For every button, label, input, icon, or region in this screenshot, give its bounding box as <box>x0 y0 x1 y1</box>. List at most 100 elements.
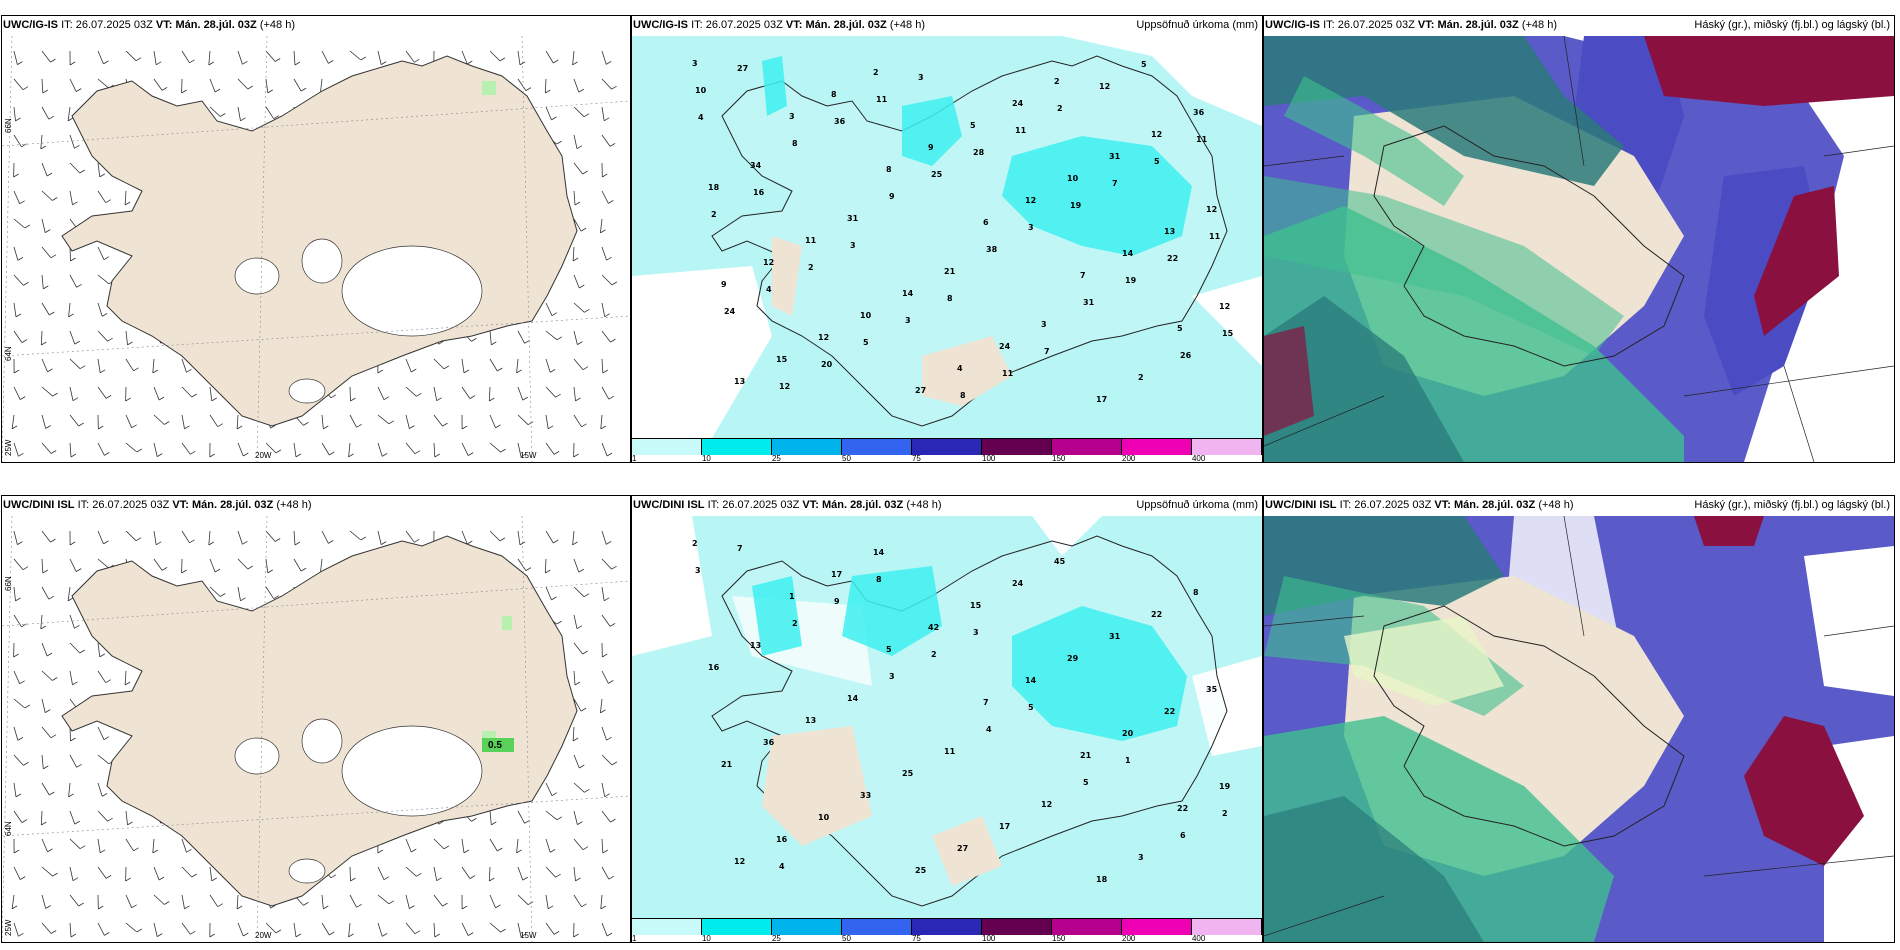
wind-barb-feather <box>574 201 581 206</box>
wind-barb-feather <box>443 365 450 370</box>
wind-barb <box>265 106 275 119</box>
precip-value: 15 <box>970 601 982 610</box>
precip-value: 25 <box>931 170 943 179</box>
wind-barb <box>405 386 417 397</box>
wind-barb-feather <box>191 873 198 878</box>
legend-level-label: 50 <box>842 454 851 463</box>
precip-value: 2 <box>1057 104 1063 113</box>
wind-barb-feather <box>13 849 20 854</box>
wind-barb-feather <box>499 537 506 542</box>
wind-barb-feather <box>152 849 159 854</box>
wind-barb-feather <box>275 449 282 454</box>
wind-map <box>2 36 630 462</box>
wind-barb-feather <box>551 312 558 317</box>
wind-barb-feather <box>13 173 19 178</box>
wind-barb-feather <box>409 905 415 909</box>
wind-barb-feather <box>608 680 614 684</box>
wind-barb <box>153 894 165 905</box>
wind-barb <box>573 218 582 232</box>
wind-barb-feather <box>79 845 86 850</box>
wind-barb <box>293 922 297 937</box>
precip-value: 3 <box>1041 320 1047 329</box>
wind-barb <box>13 218 26 229</box>
precip-value: 11 <box>1209 232 1221 241</box>
precip-value: 5 <box>1154 157 1160 166</box>
wind-barb-feather <box>70 257 76 262</box>
wind-barb <box>41 754 44 769</box>
wind-barb-feather <box>603 597 610 602</box>
precip-value: 22 <box>1164 707 1175 716</box>
wind-barb-feather <box>133 847 139 852</box>
precip-value: 11 <box>805 236 817 245</box>
wind-barb-feather <box>105 875 112 879</box>
wind-barb-feather <box>547 905 554 910</box>
wind-barb <box>97 782 103 797</box>
wind-barb-feather <box>152 369 159 374</box>
wind-barb-feather <box>22 566 29 571</box>
wind-barb <box>13 586 16 601</box>
wind-barb <box>517 442 522 457</box>
wind-barb <box>13 782 17 797</box>
wind-barb <box>41 726 52 739</box>
precip-value: 2 <box>1054 77 1060 86</box>
wind-barb-feather <box>500 448 506 453</box>
wind-barb <box>97 274 110 285</box>
wind-barb <box>600 414 603 430</box>
wind-barb-feather <box>416 872 422 877</box>
wind-barb <box>237 922 244 937</box>
wind-barb-feather <box>274 58 281 62</box>
wind-barb-feather <box>489 877 495 882</box>
wind-barb-feather <box>516 849 522 854</box>
wind-barb <box>209 414 219 427</box>
wind-barb-feather <box>556 816 563 821</box>
wind-barb-feather <box>191 393 198 398</box>
wind-barb <box>601 274 613 286</box>
wind-barb-feather <box>72 877 79 882</box>
wind-barb <box>489 922 501 933</box>
wind-barb <box>13 866 21 880</box>
wind-barb-feather <box>41 341 47 346</box>
wind-barb <box>405 866 417 877</box>
wind-barb-feather <box>75 568 82 572</box>
wind-barb-feather <box>164 901 170 905</box>
wind-barb-feather <box>610 338 616 343</box>
lon-label-20w: 20W <box>255 451 272 460</box>
precip-value: 3 <box>1028 223 1034 232</box>
wind-barb <box>573 838 584 850</box>
wind-barb-feather <box>572 61 578 66</box>
precip-value: 17 <box>999 822 1010 831</box>
precip-value: 4 <box>779 862 785 871</box>
wind-barb <box>41 838 48 853</box>
wind-barb <box>573 414 582 428</box>
wind-barb <box>545 530 554 544</box>
wind-barb <box>489 330 492 345</box>
wind-barb <box>97 866 107 879</box>
wind-barb <box>545 414 549 429</box>
wind-barb-feather <box>15 117 21 122</box>
wind-barb-feather <box>99 849 106 854</box>
lon-label-15w: 15W <box>520 451 537 460</box>
legend-swatch <box>632 439 702 455</box>
wind-barb <box>601 50 607 65</box>
wind-barb <box>349 530 362 541</box>
wind-barb <box>237 558 249 570</box>
wind-barb-feather <box>49 311 55 316</box>
wind-barb-feather <box>127 341 133 346</box>
wind-barb <box>405 414 410 429</box>
wind-barb-feather <box>495 424 501 429</box>
precip-value: 5 <box>1177 324 1183 333</box>
wind-barb <box>41 558 44 574</box>
wind-barb-feather <box>414 930 421 935</box>
wind-barb <box>41 106 50 120</box>
lat-label-66n: 66N <box>631 96 633 111</box>
wind-barb-feather <box>491 821 497 826</box>
wind-barb-feather <box>578 568 585 573</box>
precip-value: 26 <box>1180 351 1192 360</box>
wind-barb <box>41 358 48 373</box>
wind-barb <box>573 670 576 686</box>
wind-barb-feather <box>19 396 26 400</box>
wind-barb <box>13 670 21 684</box>
wind-barb-feather <box>247 85 254 90</box>
cloud-map <box>1264 36 1894 462</box>
precip-value: 36 <box>834 117 846 126</box>
